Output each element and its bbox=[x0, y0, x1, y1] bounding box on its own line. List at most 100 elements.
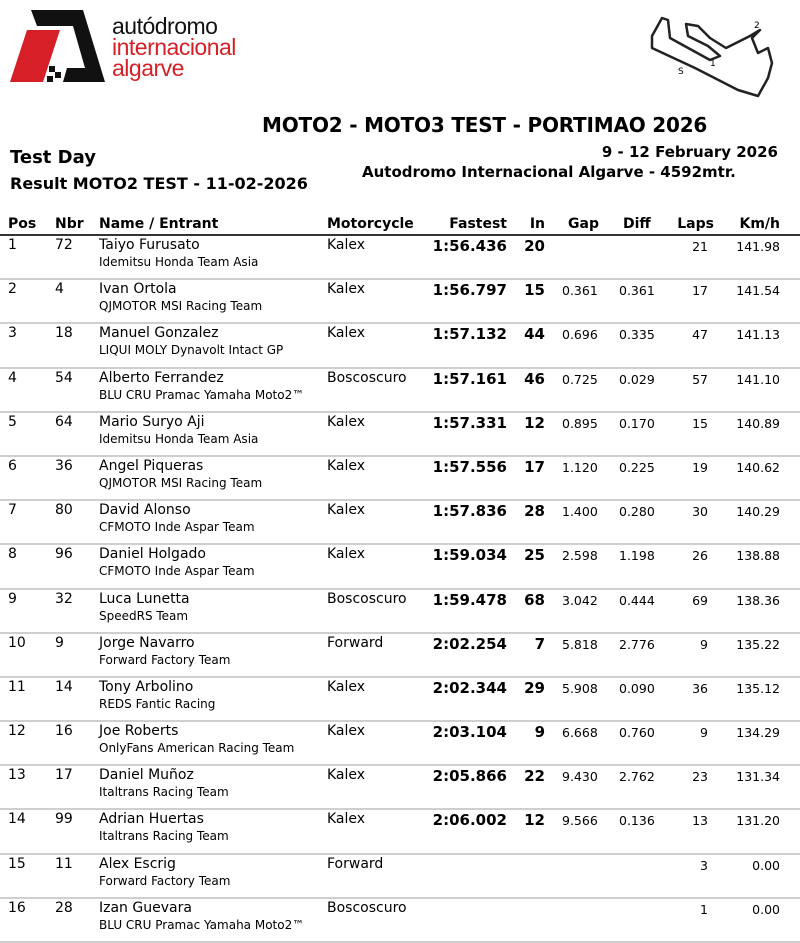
cell-moto: Boscoscuro bbox=[327, 899, 407, 916]
cell-moto: Boscoscuro bbox=[327, 590, 407, 607]
cell-moto: Kalex bbox=[327, 413, 366, 430]
cell-pos: 6 bbox=[8, 457, 17, 474]
autodromo-logo bbox=[10, 10, 105, 82]
cell-pos: 2 bbox=[8, 281, 17, 298]
cell-in: 28 bbox=[524, 502, 545, 521]
cell-gap: 5.818 bbox=[562, 636, 598, 652]
col-diff: Diff bbox=[623, 216, 651, 232]
cell-nbr: 9 bbox=[55, 634, 64, 651]
table-row: 1 72 Taiyo Furusato Idemitsu Honda Team Asi… bbox=[0, 236, 800, 281]
table-row: 4 54 Alberto Ferrandez BLU CRU Pramac Yamah… bbox=[0, 369, 800, 413]
cell-gap: 9.566 bbox=[562, 813, 598, 829]
cell-name: Daniel Muñoz bbox=[99, 767, 194, 784]
col-laps: Laps bbox=[677, 216, 714, 232]
cell-in: 44 bbox=[524, 325, 545, 344]
table-row: 7 80 David Alonso CFMOTO Inde Aspar Team Kal… bbox=[0, 501, 800, 546]
cell-diff: 0.170 bbox=[619, 415, 655, 431]
cell-name: Joe Roberts bbox=[99, 723, 179, 740]
logo-line-1: autódromo bbox=[112, 13, 218, 39]
table-row: 6 36 Angel Piqueras QJMOTOR MSI Racing Team… bbox=[0, 457, 800, 502]
cell-fast: 1:57.132 bbox=[432, 325, 507, 344]
table-row: 13 17 Daniel Muñoz Italtrans Racing Team Kal… bbox=[0, 766, 800, 811]
track-label-2: 2 bbox=[754, 21, 760, 31]
cell-pos: 4 bbox=[8, 369, 17, 386]
cell-kmh: 138.88 bbox=[736, 548, 780, 564]
cell-pos: 7 bbox=[8, 502, 17, 519]
cell-moto: Kalex bbox=[327, 767, 366, 784]
cell-pos: 8 bbox=[8, 546, 17, 563]
cell-laps: 23 bbox=[692, 769, 708, 785]
table-row: 11 14 Tony Arbolino REDS Fantic Racing Kalex… bbox=[0, 678, 800, 723]
cell-team: Idemitsu Honda Team Asia bbox=[99, 431, 259, 446]
cell-diff: 2.762 bbox=[619, 769, 655, 785]
cell-nbr: 64 bbox=[55, 413, 73, 430]
cell-moto: Kalex bbox=[327, 678, 366, 695]
cell-diff: 0.444 bbox=[619, 592, 655, 608]
cell-diff: 0.029 bbox=[619, 371, 655, 387]
cell-nbr: 96 bbox=[55, 546, 73, 563]
cell-fast: 1:56.436 bbox=[432, 237, 507, 255]
cell-laps: 1 bbox=[700, 901, 708, 917]
table-row: 12 16 Joe Roberts OnlyFans American Racing … bbox=[0, 722, 800, 767]
cell-fast: 2:03.104 bbox=[432, 723, 507, 742]
cell-pos: 13 bbox=[8, 767, 26, 784]
cell-diff: 0.760 bbox=[619, 725, 655, 741]
cell-in: 12 bbox=[524, 413, 545, 432]
table-row: 9 32 Luca Lunetta SpeedRS Team Boscoscuro 1:5… bbox=[0, 590, 800, 634]
cell-moto: Kalex bbox=[327, 811, 366, 828]
cell-pos: 9 bbox=[8, 590, 17, 607]
cell-gap: 9.430 bbox=[562, 769, 598, 785]
cell-laps: 9 bbox=[700, 636, 708, 652]
table-row: 10 9 Jorge Navarro Forward Factory Team Forw… bbox=[0, 634, 800, 678]
cell-nbr: 36 bbox=[55, 457, 73, 474]
cell-diff: 0.225 bbox=[619, 459, 655, 475]
cell-moto: Forward bbox=[327, 634, 384, 651]
cell-kmh: 138.36 bbox=[736, 592, 780, 608]
cell-name: Taiyo Furusato bbox=[99, 237, 200, 253]
cell-pos: 16 bbox=[8, 899, 26, 916]
cell-moto: Kalex bbox=[327, 546, 366, 563]
results-table-body: 1 72 Taiyo Furusato Idemitsu Honda Team Asi… bbox=[0, 236, 800, 943]
col-gap: Gap bbox=[568, 216, 599, 232]
cell-laps: 15 bbox=[692, 415, 708, 431]
cell-laps: 26 bbox=[692, 548, 708, 564]
cell-kmh: 131.20 bbox=[736, 813, 780, 829]
cell-team: Italtrans Racing Team bbox=[99, 829, 229, 844]
table-row: 16 28 Izan Guevara BLU CRU Pramac Yamaha Mo… bbox=[0, 899, 800, 943]
cell-diff: 2.776 bbox=[619, 636, 655, 652]
cell-moto: Kalex bbox=[327, 502, 366, 519]
cell-in: 20 bbox=[524, 237, 545, 255]
cell-in: 25 bbox=[524, 546, 545, 565]
cell-gap: 0.361 bbox=[562, 283, 598, 299]
session-name: Test Day bbox=[10, 147, 96, 168]
cell-team: QJMOTOR MSI Racing Team bbox=[99, 475, 263, 490]
cell-fast: 2:02.344 bbox=[432, 678, 507, 697]
cell-laps: 17 bbox=[692, 283, 708, 299]
col-in: In bbox=[529, 216, 545, 232]
cell-name: Mario Suryo Aji bbox=[99, 413, 205, 430]
cell-in: 15 bbox=[524, 281, 545, 300]
cell-name: David Alonso bbox=[99, 502, 191, 519]
col-pos: Pos bbox=[8, 216, 37, 232]
cell-pos: 5 bbox=[8, 413, 17, 430]
cell-pos: 3 bbox=[8, 325, 17, 342]
cell-team: Italtrans Racing Team bbox=[99, 785, 229, 800]
cell-in: 12 bbox=[524, 811, 545, 830]
cell-kmh: 140.62 bbox=[736, 459, 780, 475]
cell-laps: 36 bbox=[692, 680, 708, 696]
cell-nbr: 11 bbox=[55, 855, 73, 872]
cell-moto: Forward bbox=[327, 855, 384, 872]
track-map-icon: S 1 2 bbox=[650, 16, 774, 98]
cell-team: LIQUI MOLY Dynavolt Intact GP bbox=[99, 343, 284, 358]
cell-nbr: 28 bbox=[55, 899, 73, 916]
cell-gap: 2.598 bbox=[562, 548, 598, 564]
cell-gap: 3.042 bbox=[562, 592, 598, 608]
result-title: Result MOTO2 TEST - 11-02-2026 bbox=[10, 174, 308, 193]
cell-pos: 12 bbox=[8, 723, 26, 740]
cell-name: Tony Arbolino bbox=[99, 678, 194, 695]
cell-gap: 1.400 bbox=[562, 504, 598, 520]
cell-team: Idemitsu Honda Team Asia bbox=[99, 255, 259, 269]
col-kmh: Km/h bbox=[739, 216, 780, 232]
col-fastest: Fastest bbox=[449, 216, 507, 232]
